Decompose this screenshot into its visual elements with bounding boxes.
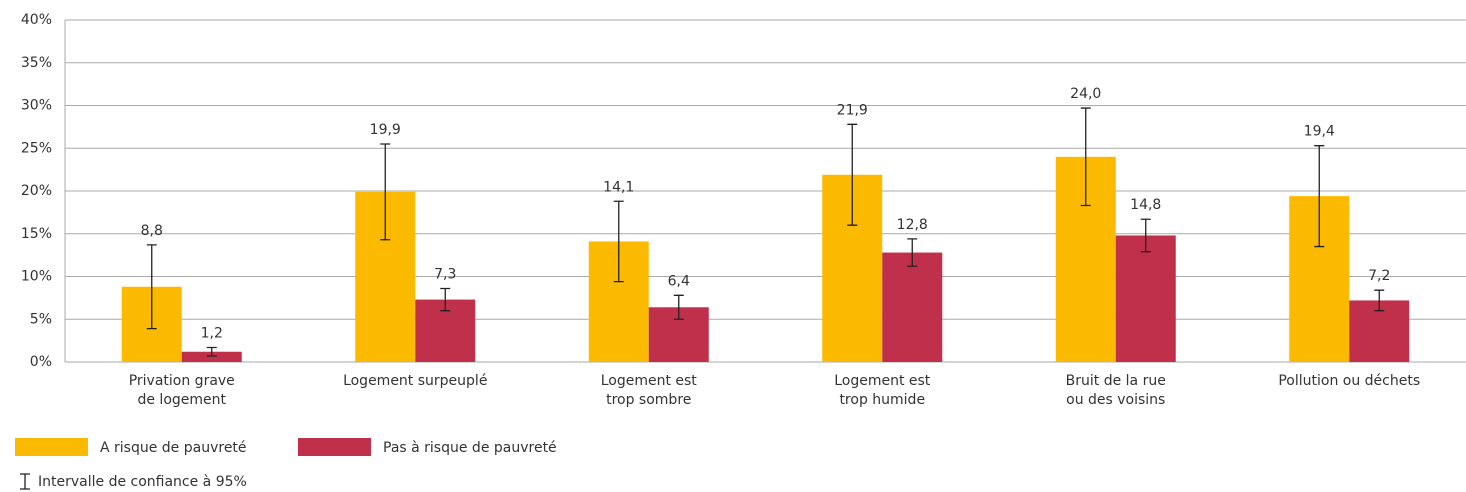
value-label: 19,4 <box>1304 124 1335 140</box>
bar <box>1115 235 1176 362</box>
x-tick-label: Logement est <box>601 373 698 389</box>
value-label: 7,3 <box>434 266 456 282</box>
bar <box>882 252 943 362</box>
x-tick-label: Bruit de la rue <box>1066 373 1166 389</box>
legend-label: Intervalle de confiance à 95% <box>38 474 247 490</box>
y-tick-label: 10% <box>21 269 52 285</box>
value-label: 7,2 <box>1368 268 1390 284</box>
error-bar <box>1374 289 1385 312</box>
value-label: 14,8 <box>1130 197 1161 213</box>
value-label: 24,0 <box>1070 86 1101 102</box>
legend-label: A risque de pauvreté <box>100 440 247 456</box>
error-bar <box>613 200 624 283</box>
error-bar <box>206 346 217 357</box>
x-tick-label: trop sombre <box>606 392 691 408</box>
x-tick-label: Privation grave <box>129 373 235 389</box>
value-label: 1,2 <box>201 325 223 341</box>
y-tick-label: 15% <box>21 226 52 242</box>
value-label: 6,4 <box>668 273 690 289</box>
value-label: 19,9 <box>370 122 401 138</box>
legend-swatch <box>15 438 88 456</box>
x-tick-label: Pollution ou déchets <box>1278 373 1420 389</box>
error-bar <box>907 238 918 267</box>
y-tick-label: 40% <box>21 12 52 28</box>
y-tick-label: 5% <box>30 311 52 327</box>
x-tick-label: de logement <box>137 392 226 408</box>
legend-label: Pas à risque de pauvreté <box>383 440 557 456</box>
error-bar <box>1080 107 1091 207</box>
error-bar <box>673 294 684 320</box>
y-tick-label: 25% <box>21 140 52 156</box>
x-tick-label: Logement surpeuplé <box>343 373 487 389</box>
bar <box>181 351 242 362</box>
legend-swatch <box>298 438 371 456</box>
value-label: 12,8 <box>897 217 928 233</box>
error-bar <box>146 244 157 330</box>
value-label: 21,9 <box>837 102 868 118</box>
value-label: 8,8 <box>141 223 163 239</box>
y-tick-label: 35% <box>21 55 52 71</box>
error-bar <box>1140 218 1151 253</box>
y-tick-label: 20% <box>21 183 52 199</box>
error-bar <box>440 287 451 312</box>
value-label: 14,1 <box>603 179 634 195</box>
x-tick-label: ou des voisins <box>1066 392 1165 408</box>
x-tick-label: Logement est <box>834 373 931 389</box>
error-bar <box>1314 145 1325 248</box>
y-tick-label: 0% <box>30 354 52 370</box>
error-bar <box>380 143 391 241</box>
y-tick-label: 30% <box>21 98 52 114</box>
x-tick-label: trop humide <box>839 392 925 408</box>
legend-error-icon <box>20 473 30 490</box>
error-bar <box>847 123 858 226</box>
